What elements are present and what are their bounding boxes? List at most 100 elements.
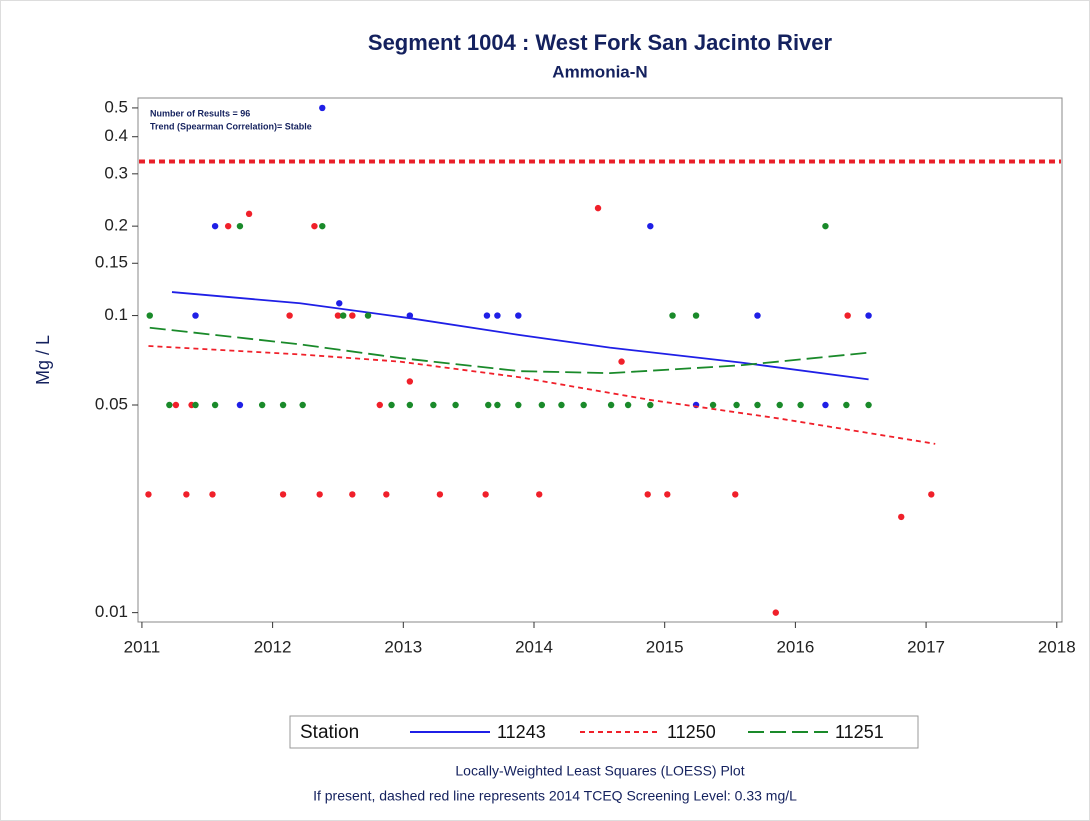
data-point (299, 401, 306, 409)
data-point (647, 222, 654, 230)
data-point (211, 401, 219, 409)
data-point (664, 491, 671, 498)
data-point (172, 401, 180, 409)
data-point (865, 401, 872, 409)
data-point (236, 222, 244, 230)
data-point (311, 222, 318, 230)
chart-subtitle: Ammonia-N (552, 62, 647, 81)
data-point (843, 401, 850, 409)
x-tick-label: 2012 (254, 637, 292, 656)
y-tick-label: 0.15 (95, 253, 128, 272)
legend-label: 11251 (835, 722, 884, 742)
data-point (536, 491, 543, 498)
y-axis-label: Mg / L (33, 335, 53, 385)
data-point (388, 401, 395, 409)
data-point (776, 401, 783, 409)
chart-title: Segment 1004 : West Fork San Jacinto Riv… (368, 30, 833, 55)
data-point (865, 312, 872, 319)
data-point (192, 401, 199, 409)
legend-label: 11243 (497, 722, 546, 742)
data-point (192, 312, 199, 319)
data-point (558, 401, 565, 409)
data-point (618, 358, 625, 365)
data-point (286, 312, 293, 319)
x-tick-label: 2017 (907, 637, 945, 656)
data-point (822, 222, 829, 230)
data-point (146, 312, 153, 319)
data-point (844, 312, 851, 319)
loess-line (171, 291, 869, 381)
x-tick-label: 2016 (776, 637, 814, 656)
data-point (482, 491, 489, 498)
data-point (319, 222, 326, 230)
data-point (316, 491, 323, 498)
data-point (754, 401, 761, 409)
x-tick-label: 2014 (515, 637, 553, 656)
data-point (797, 401, 804, 409)
data-point (209, 491, 216, 498)
y-tick-label: 0.01 (95, 602, 128, 621)
data-point (692, 312, 700, 319)
data-point (334, 312, 342, 319)
data-point (364, 312, 372, 319)
data-point (732, 491, 739, 498)
data-point (145, 491, 152, 498)
data-point (430, 401, 437, 409)
data-point (279, 491, 287, 498)
data-point (349, 312, 356, 319)
y-tick-label: 0.1 (104, 305, 128, 324)
y-tick-label: 0.5 (104, 97, 128, 116)
data-point (669, 312, 676, 319)
data-point (754, 312, 761, 319)
data-point (494, 401, 501, 409)
x-tick-label: 2015 (646, 637, 684, 656)
data-point (607, 401, 615, 409)
data-point (485, 401, 492, 409)
data-point (183, 491, 190, 498)
data-point (258, 401, 266, 409)
footnote: If present, dashed red line represents 2… (313, 788, 797, 804)
data-point (898, 513, 905, 521)
data-point (245, 210, 253, 218)
data-point (647, 401, 654, 409)
data-point (494, 312, 501, 319)
y-tick-label: 0.3 (104, 163, 128, 182)
data-point (822, 401, 829, 409)
data-point (236, 401, 244, 409)
data-point (580, 401, 587, 409)
data-point (166, 401, 173, 409)
x-tick-label: 2011 (124, 637, 161, 656)
data-point (515, 312, 522, 319)
data-point (339, 312, 347, 319)
footnote: Locally-Weighted Least Squares (LOESS) P… (455, 763, 744, 779)
data-point (594, 204, 602, 212)
data-point (515, 401, 522, 409)
data-point (644, 491, 651, 498)
data-point (538, 401, 546, 409)
data-point (319, 104, 326, 112)
data-point (211, 222, 219, 230)
x-tick-label: 2013 (384, 637, 422, 656)
data-point (709, 401, 717, 409)
data-point (452, 401, 459, 409)
data-point (406, 378, 414, 385)
annotation: Trend (Spearman Correlation)= Stable (150, 121, 312, 131)
x-tick-label: 2018 (1038, 637, 1076, 656)
plot-area (137, 97, 1063, 623)
data-point (224, 222, 232, 230)
y-tick-label: 0.4 (104, 126, 128, 145)
data-point (349, 491, 356, 498)
data-point (279, 401, 287, 409)
data-point (383, 491, 390, 498)
data-point (928, 491, 935, 498)
legend-title: Station (300, 722, 359, 743)
data-point (772, 609, 779, 616)
data-point (406, 401, 414, 409)
data-point (376, 401, 383, 409)
loess-line (148, 345, 936, 445)
data-point (483, 312, 491, 319)
data-point (336, 300, 343, 307)
data-point (624, 401, 632, 409)
